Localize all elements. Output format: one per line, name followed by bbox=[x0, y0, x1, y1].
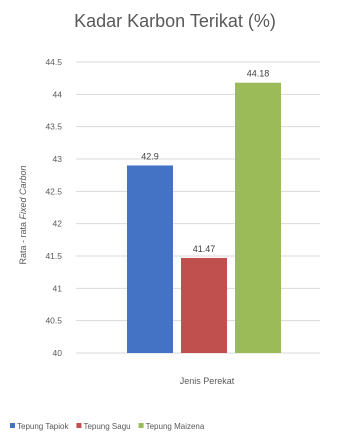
data-label: 41.47 bbox=[193, 244, 216, 254]
bars bbox=[127, 82, 281, 354]
bar bbox=[181, 257, 227, 353]
y-tick-label: 42 bbox=[53, 219, 63, 229]
data-label: 42.9 bbox=[141, 151, 159, 161]
y-tick-label: 44 bbox=[53, 89, 63, 99]
legend-swatch bbox=[10, 423, 15, 428]
y-tick-label: 44.5 bbox=[45, 57, 62, 67]
x-axis-label: Jenis Perekat bbox=[180, 376, 235, 386]
y-axis-ticks: 40 40.5 41 41.5 42 42.5 43 43.5 44 44.5 bbox=[45, 57, 62, 358]
legend-label: Tepung Tapiok bbox=[17, 422, 69, 431]
y-tick-label: 42.5 bbox=[45, 186, 62, 196]
y-axis-label: Rata - rata Fixed Carbon bbox=[18, 165, 28, 264]
y-tick-label: 43.5 bbox=[45, 122, 62, 132]
y-tick-label: 40 bbox=[53, 348, 63, 358]
y-axis-label-italic: Fixed Carbon bbox=[18, 165, 28, 219]
data-labels: 42.9 41.47 44.18 bbox=[141, 69, 269, 254]
y-tick-label: 40.5 bbox=[45, 316, 62, 326]
bar bbox=[235, 82, 281, 354]
y-tick-label: 43 bbox=[53, 154, 63, 164]
legend-swatch bbox=[138, 423, 144, 428]
y-axis-label-prefix: Rata - rata bbox=[18, 220, 28, 265]
legend-swatch bbox=[76, 423, 82, 428]
legend: Tepung Tapiok Tepung Sagu Tepung Maizena bbox=[10, 422, 205, 431]
gridlines bbox=[76, 61, 320, 322]
legend-label: Tepung Maizena bbox=[146, 422, 205, 431]
y-tick-label: 41 bbox=[53, 283, 63, 293]
y-tick-label: 41.5 bbox=[45, 251, 62, 261]
bar bbox=[127, 165, 173, 353]
chart-title: Kadar Karbon Terikat (%) bbox=[74, 11, 276, 31]
legend-label: Tepung Sagu bbox=[83, 422, 130, 431]
data-label: 44.18 bbox=[247, 69, 270, 79]
